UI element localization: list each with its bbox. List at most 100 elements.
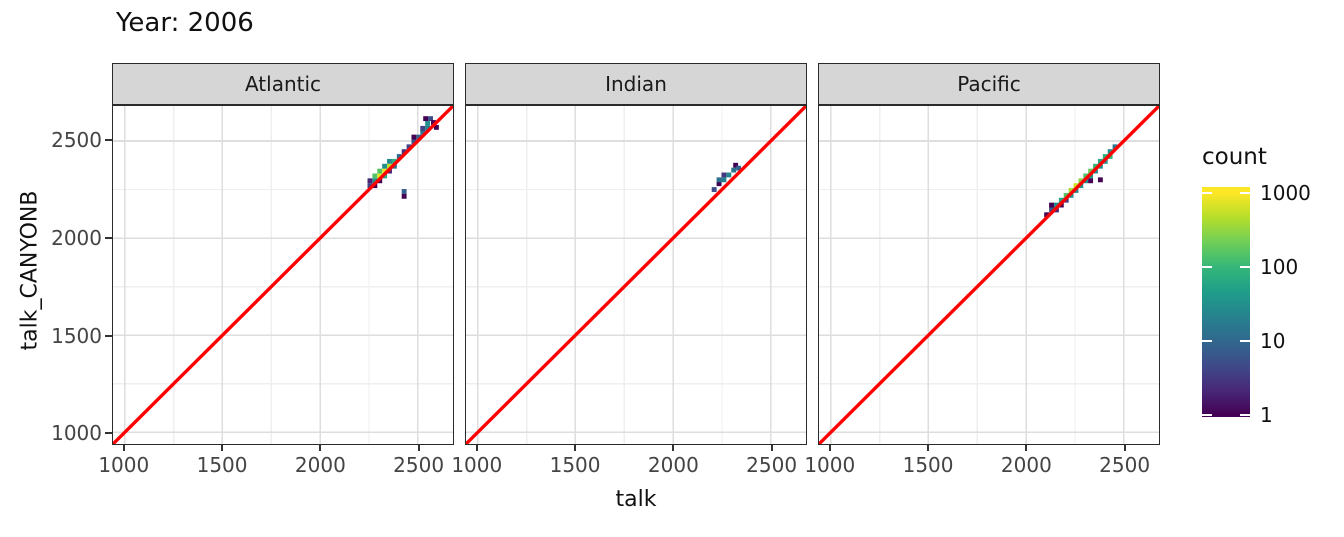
x-tick-label: 2000 — [1000, 453, 1052, 477]
bin-cell — [1097, 158, 1103, 164]
y-tick-label: 2000 — [51, 225, 102, 250]
facet-strip-label: Atlantic — [244, 72, 322, 96]
bin-cell — [721, 177, 727, 183]
bin-cell — [420, 129, 426, 135]
bin-cell — [1058, 197, 1064, 203]
legend-tick-label: 100 — [1260, 255, 1299, 279]
x-tick-label: 1000 — [98, 453, 150, 477]
x-tick-label: 2000 — [647, 453, 699, 477]
bin-cell — [367, 178, 373, 184]
identity-line — [113, 106, 453, 444]
bin-cell — [1063, 192, 1069, 198]
x-tick-label: 1000 — [451, 453, 503, 477]
bin-cell — [731, 167, 737, 173]
y-tick-label: 1000 — [51, 421, 102, 446]
legend-tick-mark — [1202, 266, 1212, 268]
bin-cell — [1102, 154, 1108, 159]
x-tick-label: 2000 — [294, 453, 346, 477]
x-tick-mark — [417, 445, 420, 451]
panel-atlantic — [112, 105, 454, 445]
bin-cell — [1044, 212, 1050, 218]
x-tick-mark — [122, 445, 125, 451]
y-tick-mark — [105, 139, 112, 142]
legend-tick-label: 1 — [1260, 403, 1273, 427]
bin-cell — [1097, 177, 1103, 183]
bin-cell — [1093, 163, 1098, 169]
gridlines — [819, 106, 1159, 444]
facet-strip-pacific: Pacific — [818, 63, 1160, 105]
bin-cell — [420, 125, 426, 131]
x-axis-title: talk — [615, 487, 657, 512]
legend-title: count — [1202, 144, 1267, 170]
bin-cells — [1044, 144, 1118, 218]
bin-cell — [1083, 173, 1089, 179]
identity-line — [819, 106, 1159, 444]
plot-title: Year: 2006 — [116, 8, 254, 38]
y-tick-mark — [105, 236, 112, 239]
bin-cell — [372, 178, 378, 184]
bin-cell — [416, 134, 422, 140]
legend-tick-mark — [1202, 414, 1212, 416]
x-tick-mark — [828, 445, 831, 451]
bin-cell — [1107, 149, 1113, 155]
x-tick-mark — [770, 445, 773, 451]
facet-strip-label: Pacific — [957, 72, 1021, 96]
bin-cell — [428, 116, 433, 122]
legend-tick-mark — [1202, 340, 1212, 342]
x-tick-label: 2500 — [1099, 453, 1151, 477]
bin-cell — [425, 125, 431, 131]
bin-cell — [391, 158, 397, 164]
x-tick-mark — [927, 445, 930, 451]
legend-tick-mark — [1240, 340, 1250, 342]
panel-indian — [465, 105, 807, 445]
bin-cell — [1088, 178, 1094, 184]
x-tick-label: 1500 — [549, 453, 601, 477]
x-tick-mark — [475, 445, 478, 451]
bin-cell — [411, 139, 417, 145]
bin-cell — [1049, 202, 1054, 208]
legend-tick-label: 10 — [1260, 329, 1286, 353]
bin-cell — [733, 162, 739, 168]
identity-line — [466, 106, 806, 444]
y-tick-label: 1500 — [51, 323, 102, 348]
bin-cell — [401, 193, 407, 199]
bin-cell — [372, 173, 378, 179]
bin-cell — [423, 116, 429, 122]
bin-cell — [1088, 168, 1094, 174]
x-tick-label: 1500 — [902, 453, 954, 477]
y-tick-label: 2500 — [51, 128, 102, 153]
x-tick-mark — [221, 445, 224, 451]
bin-cell — [716, 181, 722, 187]
y-tick-mark — [105, 334, 112, 337]
bin-cell — [367, 183, 373, 189]
bin-cell — [711, 187, 717, 192]
bin-cell — [1112, 144, 1118, 150]
bin-cell — [1078, 178, 1084, 184]
bin-cell — [721, 172, 727, 178]
x-tick-label: 2500 — [393, 453, 445, 477]
legend-tick-mark — [1240, 414, 1250, 416]
gridlines — [113, 106, 453, 444]
bin-cell — [1073, 183, 1079, 189]
x-tick-label: 2500 — [746, 453, 798, 477]
gridlines — [466, 106, 806, 444]
bin-cell — [377, 173, 383, 179]
bin-cell — [1049, 207, 1054, 213]
bin-cells — [711, 162, 742, 192]
panel-pacific — [818, 105, 1160, 445]
bin-cell — [401, 189, 407, 194]
bin-cell — [382, 163, 388, 169]
bin-cell — [433, 124, 439, 130]
bin-cell — [387, 163, 392, 169]
legend-colorbar — [1202, 187, 1250, 417]
bin-cell — [726, 172, 732, 178]
bin-cell — [1068, 188, 1074, 193]
bin-cell — [1053, 202, 1059, 208]
bin-cell — [396, 154, 402, 159]
bin-cell — [387, 158, 392, 164]
x-tick-mark — [574, 445, 577, 451]
bin-cell — [736, 165, 742, 171]
facet-strip-label: Indian — [605, 72, 667, 96]
bin-cell — [411, 134, 417, 140]
